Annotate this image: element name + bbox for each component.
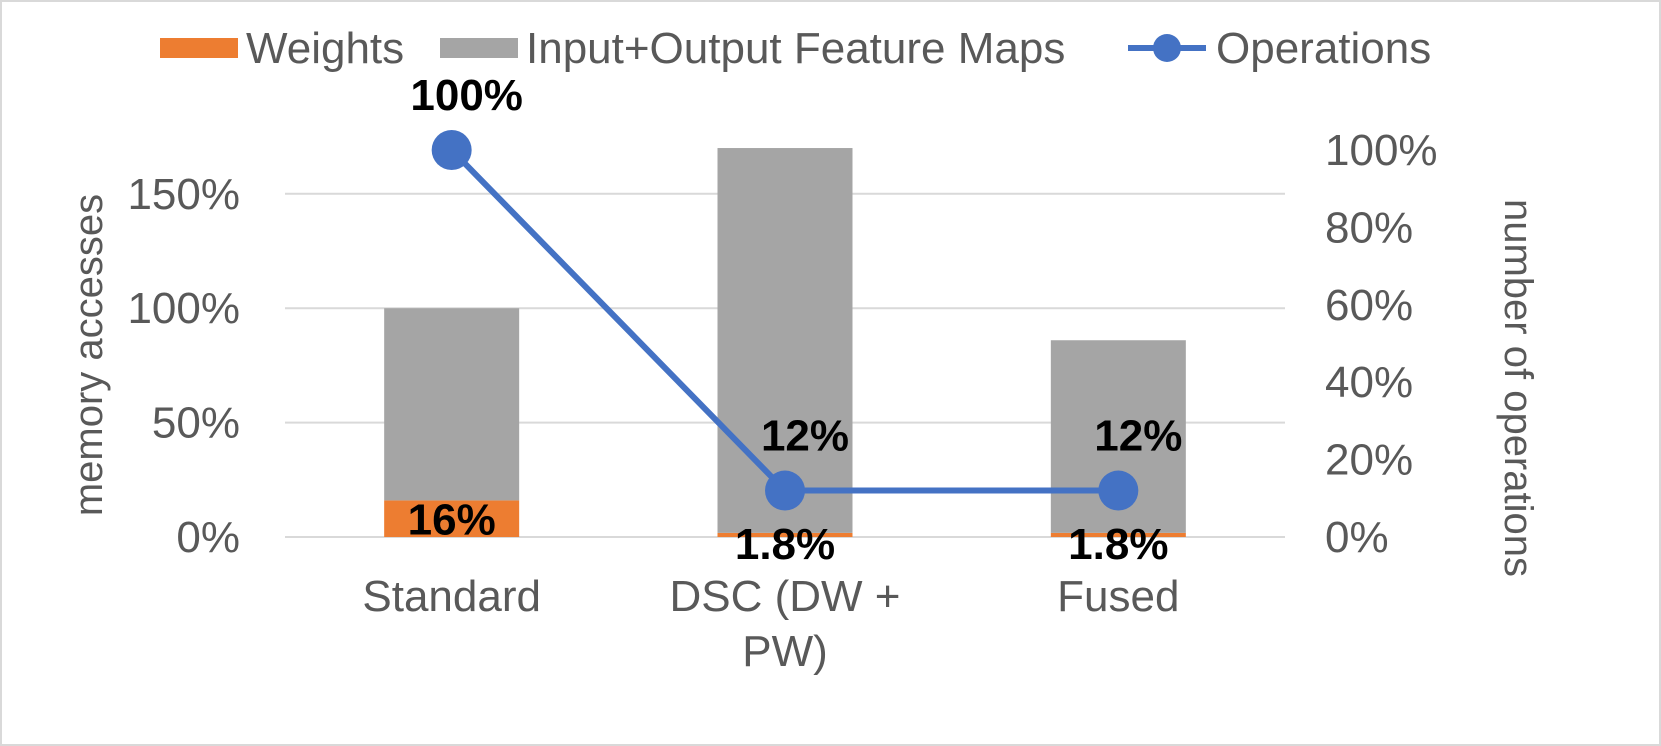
operations-point — [1098, 470, 1139, 511]
bar-weights — [384, 500, 520, 537]
category-label: DSC (DW + — [670, 572, 901, 621]
y2-axis-title: number of operations — [1496, 199, 1540, 577]
data-label-weights: 1.8% — [1068, 520, 1168, 569]
legend-label-weights: Weights — [246, 24, 404, 73]
y2-tick-label: 40% — [1325, 358, 1413, 407]
bar-weights — [1050, 532, 1186, 537]
legend-label-feature-maps: Input+Output Feature Maps — [526, 24, 1065, 73]
category-label: Standard — [362, 572, 541, 621]
operations-point — [765, 470, 805, 511]
y2-tick-label: 60% — [1325, 281, 1413, 330]
data-label-operations: 12% — [1094, 412, 1182, 461]
category-label: Fused — [1057, 572, 1179, 621]
y2-tick-label: 0% — [1325, 513, 1389, 562]
data-label-operations: 100% — [410, 71, 523, 120]
y-tick-label: 0% — [176, 513, 240, 562]
operations-point — [431, 130, 472, 170]
y2-tick-label: 80% — [1325, 203, 1413, 252]
category-label: PW) — [742, 627, 828, 676]
data-label-operations: 12% — [761, 412, 849, 461]
y-tick-label: 100% — [127, 284, 240, 333]
y-axis-title: memory accesses — [67, 194, 111, 516]
legend-swatch-feature-maps — [440, 38, 518, 58]
legend-marker-operations — [1153, 34, 1181, 62]
y-tick-label: 150% — [127, 170, 240, 219]
legend-label-operations: Operations — [1216, 24, 1431, 73]
bar-weights — [717, 532, 853, 537]
y-tick-label: 50% — [152, 399, 240, 448]
bar-input-output-feature-maps — [384, 308, 520, 501]
data-label-weights: 1.8% — [735, 520, 835, 569]
y2-tick-label: 20% — [1325, 436, 1413, 485]
y2-tick-label: 100% — [1325, 126, 1438, 175]
data-label-weights: 16% — [408, 496, 496, 545]
bar-input-output-feature-maps — [717, 148, 853, 533]
legend-swatch-weights — [160, 38, 238, 58]
